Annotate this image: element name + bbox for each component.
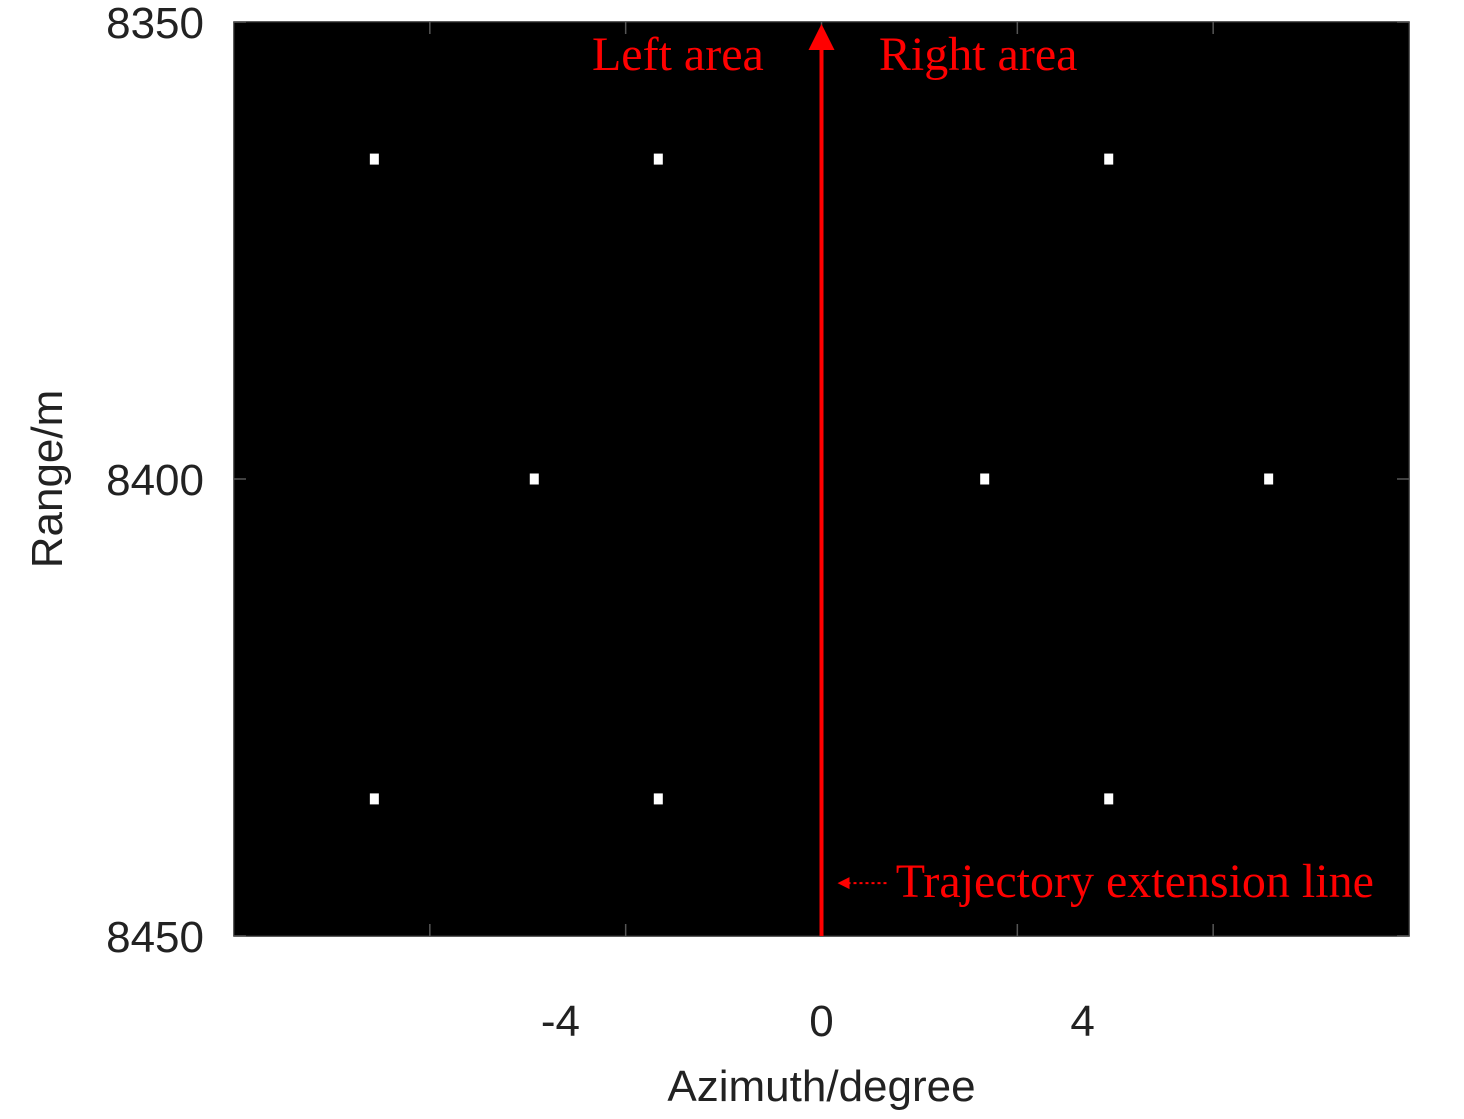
scatter-point (980, 473, 990, 485)
y-tick-label: 8400 (106, 456, 204, 505)
scatter-point (1264, 473, 1274, 485)
x-tick-label: 0 (809, 997, 833, 1046)
annotation-text: Right area (879, 28, 1078, 81)
trajectory-arrowhead (808, 24, 835, 50)
x-tick-label: 4 (1070, 997, 1094, 1046)
scatter-point (653, 793, 663, 805)
annotation-text: Left area (592, 28, 764, 81)
x-tick-label: -4 (541, 997, 580, 1046)
scatter-point (369, 793, 379, 805)
y-tick-label: 8450 (106, 913, 204, 962)
y-axis-label: Range/m (23, 390, 72, 569)
trajectory-line-group (808, 24, 835, 936)
pointer-arrowhead (837, 877, 850, 890)
scatter-point (369, 153, 379, 165)
scatter-point (529, 473, 539, 485)
scatter-point (1104, 153, 1114, 165)
scatter-point (653, 153, 663, 165)
x-axis-label: Azimuth/degree (667, 1062, 975, 1111)
scatter-point (1104, 793, 1114, 805)
annotation-text: Trajectory extension line (896, 855, 1374, 908)
tick-labels: -4 0 4 8350 8400 8450 (106, 0, 1095, 1046)
data-points (369, 153, 1274, 805)
y-tick-label: 8350 (106, 0, 204, 48)
annotations: Left area Right area Trajectory extension … (592, 28, 1374, 908)
